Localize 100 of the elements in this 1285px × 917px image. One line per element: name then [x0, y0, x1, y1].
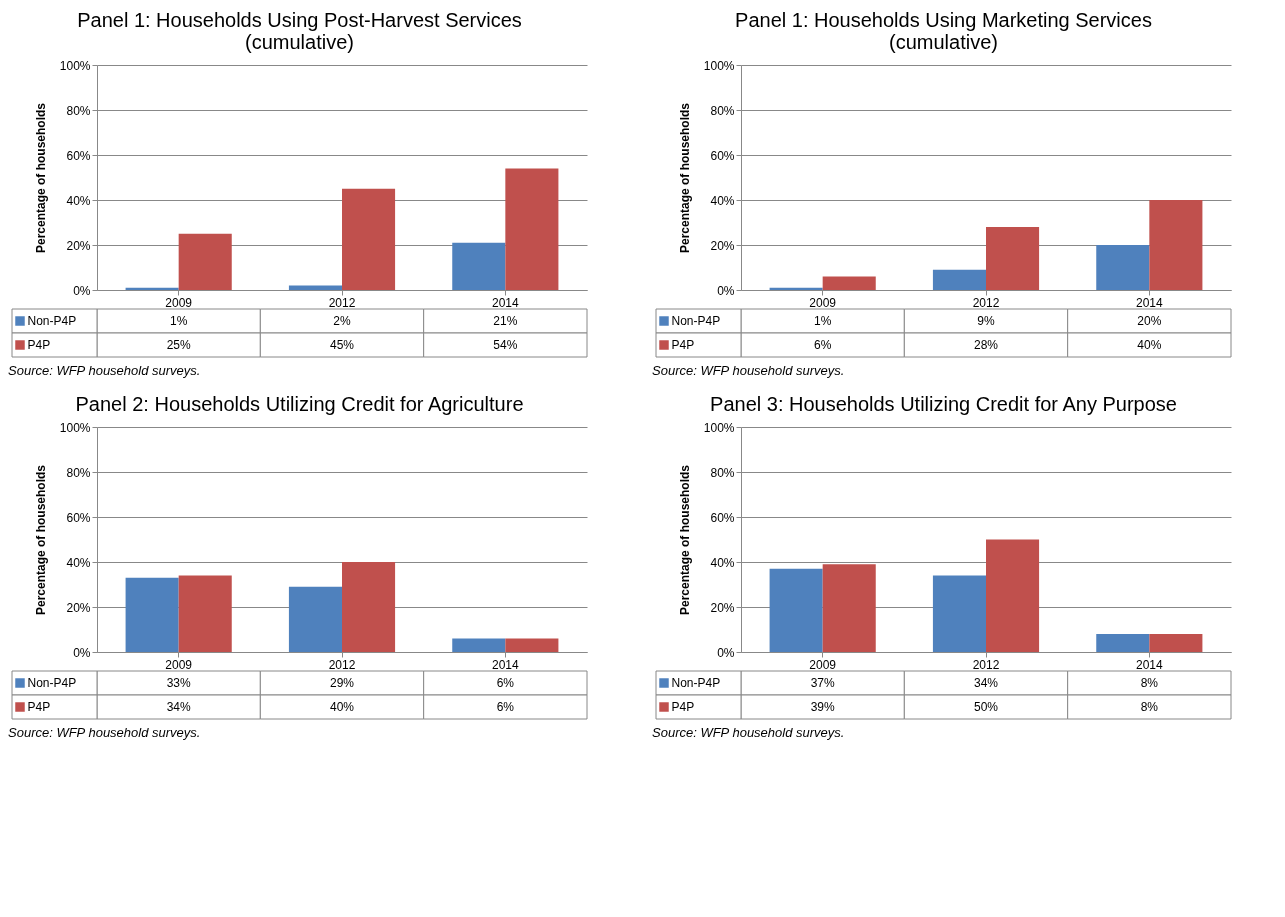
- data-label: 37%: [810, 676, 835, 690]
- y-tick-label: 100%: [703, 58, 735, 73]
- bar: [822, 564, 876, 652]
- data-label: 33%: [166, 676, 191, 690]
- bar: [178, 233, 232, 290]
- y-axis-title: Percentage of households: [33, 102, 48, 254]
- chart-title: Panel 1: Households Using Post-Harvest Services (cumulative): [77, 9, 522, 53]
- data-label: 40%: [1137, 338, 1162, 352]
- y-tick-label: 60%: [710, 148, 735, 163]
- legend-label: Non-P4P: [27, 676, 77, 690]
- bar: [288, 586, 342, 652]
- bar: [932, 575, 986, 652]
- legend-label: Non-P4P: [671, 314, 721, 328]
- y-tick-label: 60%: [66, 148, 91, 163]
- data-label: 20%: [1137, 314, 1162, 328]
- x-tick-label: 2009: [165, 657, 193, 672]
- chart-title: Panel 3: Households Utilizing Credit for Any Purpose: [710, 393, 1177, 415]
- source-note: Source: WFP household surveys.: [652, 725, 846, 740]
- x-tick-label: 2012: [328, 657, 356, 672]
- bar: [986, 227, 1040, 290]
- y-tick-label: 0%: [717, 283, 735, 298]
- x-tick-label: 2014: [491, 295, 519, 310]
- bar: [505, 168, 559, 290]
- y-axis-title: Percentage of households: [33, 464, 48, 616]
- y-tick-label: 80%: [710, 465, 735, 480]
- chart-title: Panel 1: Households Using Marketing Services (cumulative): [735, 9, 1152, 53]
- y-tick-label: 20%: [710, 600, 735, 615]
- y-tick-label: 80%: [66, 103, 91, 118]
- data-label: 34%: [166, 700, 191, 714]
- y-axis-title: Percentage of households: [677, 464, 692, 616]
- y-tick-label: 0%: [73, 645, 91, 660]
- data-label: 25%: [166, 338, 191, 352]
- data-label: 2%: [333, 314, 351, 328]
- y-axis-title: Percentage of households: [677, 102, 692, 254]
- chart-title: Panel 2: Households Utilizing Credit for Agriculture: [75, 393, 524, 415]
- data-label: 34%: [973, 676, 999, 690]
- x-tick-label: 2014: [491, 657, 519, 672]
- data-label: 6%: [813, 338, 832, 352]
- source-note: Source: WFP household surveys.: [652, 363, 846, 378]
- x-tick-label: 2009: [809, 657, 837, 672]
- data-label: 21%: [493, 314, 518, 328]
- bar: [1149, 634, 1203, 652]
- bar: [1149, 200, 1203, 290]
- y-tick-label: 40%: [66, 555, 91, 570]
- bar: [769, 568, 823, 652]
- data-label: 9%: [977, 314, 995, 328]
- y-tick-label: 80%: [66, 465, 91, 480]
- data-label: 40%: [329, 700, 355, 714]
- y-tick-label: 100%: [59, 420, 91, 435]
- data-label: 8%: [1140, 676, 1159, 690]
- data-label: 6%: [496, 676, 515, 690]
- bar: [178, 575, 232, 652]
- y-tick-label: 40%: [710, 193, 735, 208]
- legend-label: P4P: [671, 700, 695, 714]
- y-tick-label: 20%: [66, 238, 91, 253]
- y-tick-label: 0%: [717, 645, 735, 660]
- data-label: 54%: [493, 338, 518, 352]
- y-tick-label: 80%: [710, 103, 735, 118]
- bar: [932, 269, 986, 290]
- y-tick-label: 60%: [710, 510, 735, 525]
- bar: [822, 276, 876, 290]
- bar: [342, 188, 396, 290]
- data-label: 1%: [813, 314, 832, 328]
- bar: [1096, 245, 1150, 290]
- bar: [1096, 634, 1150, 652]
- bar: [986, 539, 1040, 652]
- data-label: 1%: [169, 314, 188, 328]
- data-label: 6%: [496, 700, 515, 714]
- bar: [505, 638, 559, 652]
- legend-label: Non-P4P: [671, 676, 721, 690]
- source-note: Source: WFP household surveys.: [8, 725, 202, 740]
- legend-label: P4P: [671, 338, 695, 352]
- y-tick-label: 40%: [710, 555, 735, 570]
- y-tick-label: 20%: [66, 600, 91, 615]
- data-label: 8%: [1140, 700, 1159, 714]
- y-tick-label: 100%: [59, 58, 91, 73]
- data-label: 28%: [973, 338, 999, 352]
- bar: [125, 577, 179, 652]
- bar: [452, 638, 506, 652]
- bar: [342, 562, 396, 652]
- legend-label: Non-P4P: [27, 314, 77, 328]
- x-tick-label: 2012: [972, 657, 1000, 672]
- y-tick-label: 100%: [703, 420, 735, 435]
- x-tick-label: 2012: [328, 295, 356, 310]
- data-label: 29%: [329, 676, 355, 690]
- x-tick-label: 2014: [1135, 657, 1163, 672]
- data-label: 45%: [329, 338, 355, 352]
- y-tick-label: 20%: [710, 238, 735, 253]
- x-tick-label: 2014: [1135, 295, 1163, 310]
- legend-label: P4P: [27, 700, 51, 714]
- bar: [452, 242, 506, 290]
- data-label: 50%: [973, 700, 999, 714]
- data-label: 39%: [810, 700, 835, 714]
- x-tick-label: 2012: [972, 295, 1000, 310]
- y-tick-label: 60%: [66, 510, 91, 525]
- legend-label: P4P: [27, 338, 51, 352]
- source-note: Source: WFP household surveys.: [8, 363, 202, 378]
- x-tick-label: 2009: [165, 295, 193, 310]
- x-tick-label: 2009: [809, 295, 837, 310]
- y-tick-label: 40%: [66, 193, 91, 208]
